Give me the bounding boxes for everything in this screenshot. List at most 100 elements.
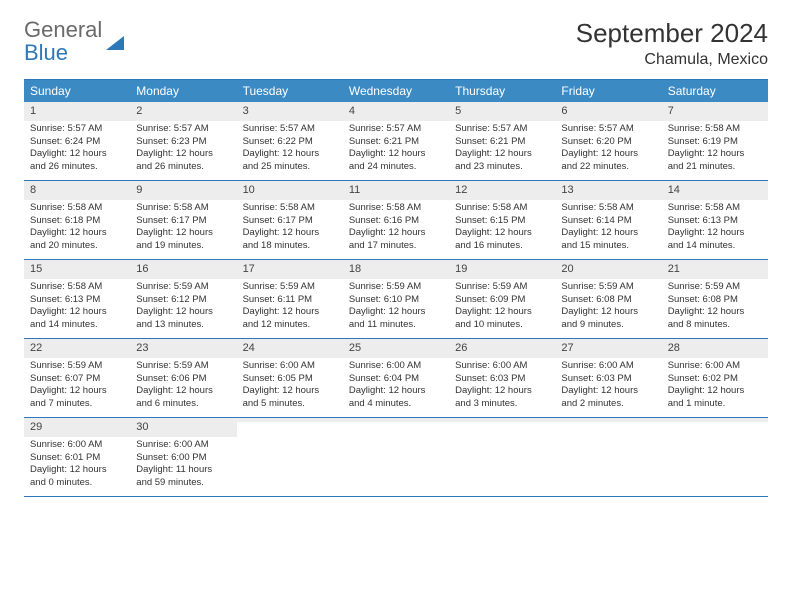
day-sunrise: Sunrise: 5:57 AM (455, 123, 549, 136)
day-daylight2: and 9 minutes. (561, 319, 655, 332)
day-details: Sunrise: 5:57 AMSunset: 6:20 PMDaylight:… (555, 123, 661, 174)
day-sunrise: Sunrise: 5:57 AM (30, 123, 124, 136)
day-daylight1: Daylight: 12 hours (243, 385, 337, 398)
day-details: Sunrise: 6:00 AMSunset: 6:03 PMDaylight:… (555, 360, 661, 411)
day-daylight2: and 20 minutes. (30, 240, 124, 253)
day-header: Thursday (449, 80, 555, 102)
calendar-day: 27Sunrise: 6:00 AMSunset: 6:03 PMDayligh… (555, 339, 661, 417)
date-number: 20 (555, 260, 661, 279)
day-daylight1: Daylight: 12 hours (349, 227, 443, 240)
day-daylight2: and 25 minutes. (243, 161, 337, 174)
day-details: Sunrise: 5:58 AMSunset: 6:19 PMDaylight:… (662, 123, 768, 174)
calendar-day: 11 Sunrise: 5:58 AMSunset: 6:16 PMDayligh… (343, 181, 449, 259)
day-sunrise: Sunrise: 5:59 AM (561, 281, 655, 294)
day-sunset: Sunset: 6:16 PM (349, 215, 443, 228)
date-number: 6 (555, 102, 661, 121)
day-sunset: Sunset: 6:01 PM (30, 452, 124, 465)
calendar-week: 15Sunrise: 5:58 AMSunset: 6:13 PMDayligh… (24, 260, 768, 339)
day-details: Sunrise: 6:00 AMSunset: 6:02 PMDaylight:… (662, 360, 768, 411)
day-daylight1: Daylight: 12 hours (668, 227, 762, 240)
day-daylight1: Daylight: 12 hours (349, 148, 443, 161)
day-sunset: Sunset: 6:05 PM (243, 373, 337, 386)
day-sunrise: Sunrise: 5:59 AM (136, 281, 230, 294)
calendar-day: 24Sunrise: 6:00 AMSunset: 6:05 PMDayligh… (237, 339, 343, 417)
day-sunrise: Sunrise: 6:00 AM (243, 360, 337, 373)
calendar-week: 1Sunrise: 5:57 AMSunset: 6:24 PMDaylight… (24, 102, 768, 181)
calendar-day: 17Sunrise: 5:59 AMSunset: 6:11 PMDayligh… (237, 260, 343, 338)
day-daylight2: and 3 minutes. (455, 398, 549, 411)
day-daylight2: and 19 minutes. (136, 240, 230, 253)
day-sunrise: Sunrise: 5:58 AM (30, 202, 124, 215)
calendar-body: 1Sunrise: 5:57 AMSunset: 6:24 PMDaylight… (24, 102, 768, 497)
day-sunset: Sunset: 6:21 PM (349, 136, 443, 149)
calendar-day: 9Sunrise: 5:58 AMSunset: 6:17 PMDaylight… (130, 181, 236, 259)
date-number (555, 418, 661, 422)
day-details: Sunrise: 5:58 AMSunset: 6:15 PMDaylight:… (449, 202, 555, 253)
day-details: Sunrise: 5:57 AMSunset: 6:21 PMDaylight:… (343, 123, 449, 174)
day-daylight2: and 4 minutes. (349, 398, 443, 411)
day-daylight1: Daylight: 12 hours (136, 306, 230, 319)
day-sunrise: Sunrise: 5:59 AM (243, 281, 337, 294)
date-number: 28 (662, 339, 768, 358)
day-daylight1: Daylight: 12 hours (455, 227, 549, 240)
day-daylight1: Daylight: 12 hours (668, 306, 762, 319)
calendar-day: 29Sunrise: 6:00 AMSunset: 6:01 PMDayligh… (24, 418, 130, 496)
calendar-day: 1Sunrise: 5:57 AMSunset: 6:24 PMDaylight… (24, 102, 130, 180)
day-daylight1: Daylight: 12 hours (349, 385, 443, 398)
day-daylight2: and 22 minutes. (561, 161, 655, 174)
day-header: Tuesday (237, 80, 343, 102)
day-daylight2: and 8 minutes. (668, 319, 762, 332)
calendar-week: 8Sunrise: 5:58 AMSunset: 6:18 PMDaylight… (24, 181, 768, 260)
page-header: General Blue September 2024 Chamula, Mex… (24, 18, 768, 69)
day-sunrise: Sunrise: 5:59 AM (668, 281, 762, 294)
day-sunset: Sunset: 6:21 PM (455, 136, 549, 149)
date-number: 30 (130, 418, 236, 437)
date-number: 11 (343, 181, 449, 200)
day-details: Sunrise: 5:59 AMSunset: 6:08 PMDaylight:… (662, 281, 768, 332)
calendar-day: 8Sunrise: 5:58 AMSunset: 6:18 PMDaylight… (24, 181, 130, 259)
day-daylight1: Daylight: 12 hours (455, 306, 549, 319)
day-details: Sunrise: 5:58 AMSunset: 6:16 PMDaylight:… (343, 202, 449, 253)
day-sunset: Sunset: 6:17 PM (136, 215, 230, 228)
day-details: Sunrise: 6:00 AMSunset: 6:04 PMDaylight:… (343, 360, 449, 411)
calendar-day: 23Sunrise: 5:59 AMSunset: 6:06 PMDayligh… (130, 339, 236, 417)
day-sunrise: Sunrise: 5:57 AM (561, 123, 655, 136)
date-number: 21 (662, 260, 768, 279)
day-daylight2: and 24 minutes. (349, 161, 443, 174)
date-number (662, 418, 768, 422)
day-daylight1: Daylight: 12 hours (30, 385, 124, 398)
day-daylight2: and 16 minutes. (455, 240, 549, 253)
page-title: September 2024 (576, 18, 768, 49)
day-daylight1: Daylight: 12 hours (243, 227, 337, 240)
day-sunset: Sunset: 6:07 PM (30, 373, 124, 386)
day-header: Saturday (662, 80, 768, 102)
day-sunrise: Sunrise: 5:57 AM (349, 123, 443, 136)
day-sunset: Sunset: 6:18 PM (30, 215, 124, 228)
day-details: Sunrise: 6:00 AMSunset: 6:00 PMDaylight:… (130, 439, 236, 490)
day-details: Sunrise: 5:59 AMSunset: 6:10 PMDaylight:… (343, 281, 449, 332)
day-daylight1: Daylight: 12 hours (455, 385, 549, 398)
date-number (343, 418, 449, 422)
date-number: 12 (449, 181, 555, 200)
date-number: 9 (130, 181, 236, 200)
day-sunset: Sunset: 6:10 PM (349, 294, 443, 307)
logo-text-gray: General (24, 17, 102, 42)
day-daylight1: Daylight: 12 hours (349, 306, 443, 319)
day-details: Sunrise: 5:59 AMSunset: 6:08 PMDaylight:… (555, 281, 661, 332)
calendar-day: 12 Sunrise: 5:58 AMSunset: 6:15 PMDayligh… (449, 181, 555, 259)
calendar: Sunday Monday Tuesday Wednesday Thursday… (24, 79, 768, 497)
logo: General Blue (24, 18, 124, 64)
day-sunset: Sunset: 6:15 PM (455, 215, 549, 228)
page-subtitle: Chamula, Mexico (576, 51, 768, 69)
day-daylight2: and 12 minutes. (243, 319, 337, 332)
date-number: 16 (130, 260, 236, 279)
day-sunrise: Sunrise: 6:00 AM (30, 439, 124, 452)
logo-triangle-icon (106, 11, 124, 50)
calendar-day: 30 Sunrise: 6:00 AMSunset: 6:00 PMDayligh… (130, 418, 236, 496)
day-daylight2: and 18 minutes. (243, 240, 337, 253)
calendar-day: 19Sunrise: 5:59 AMSunset: 6:09 PMDayligh… (449, 260, 555, 338)
day-daylight2: and 0 minutes. (30, 477, 124, 490)
day-daylight1: Daylight: 12 hours (668, 385, 762, 398)
day-daylight2: and 2 minutes. (561, 398, 655, 411)
day-details: Sunrise: 6:00 AMSunset: 6:01 PMDaylight:… (24, 439, 130, 490)
